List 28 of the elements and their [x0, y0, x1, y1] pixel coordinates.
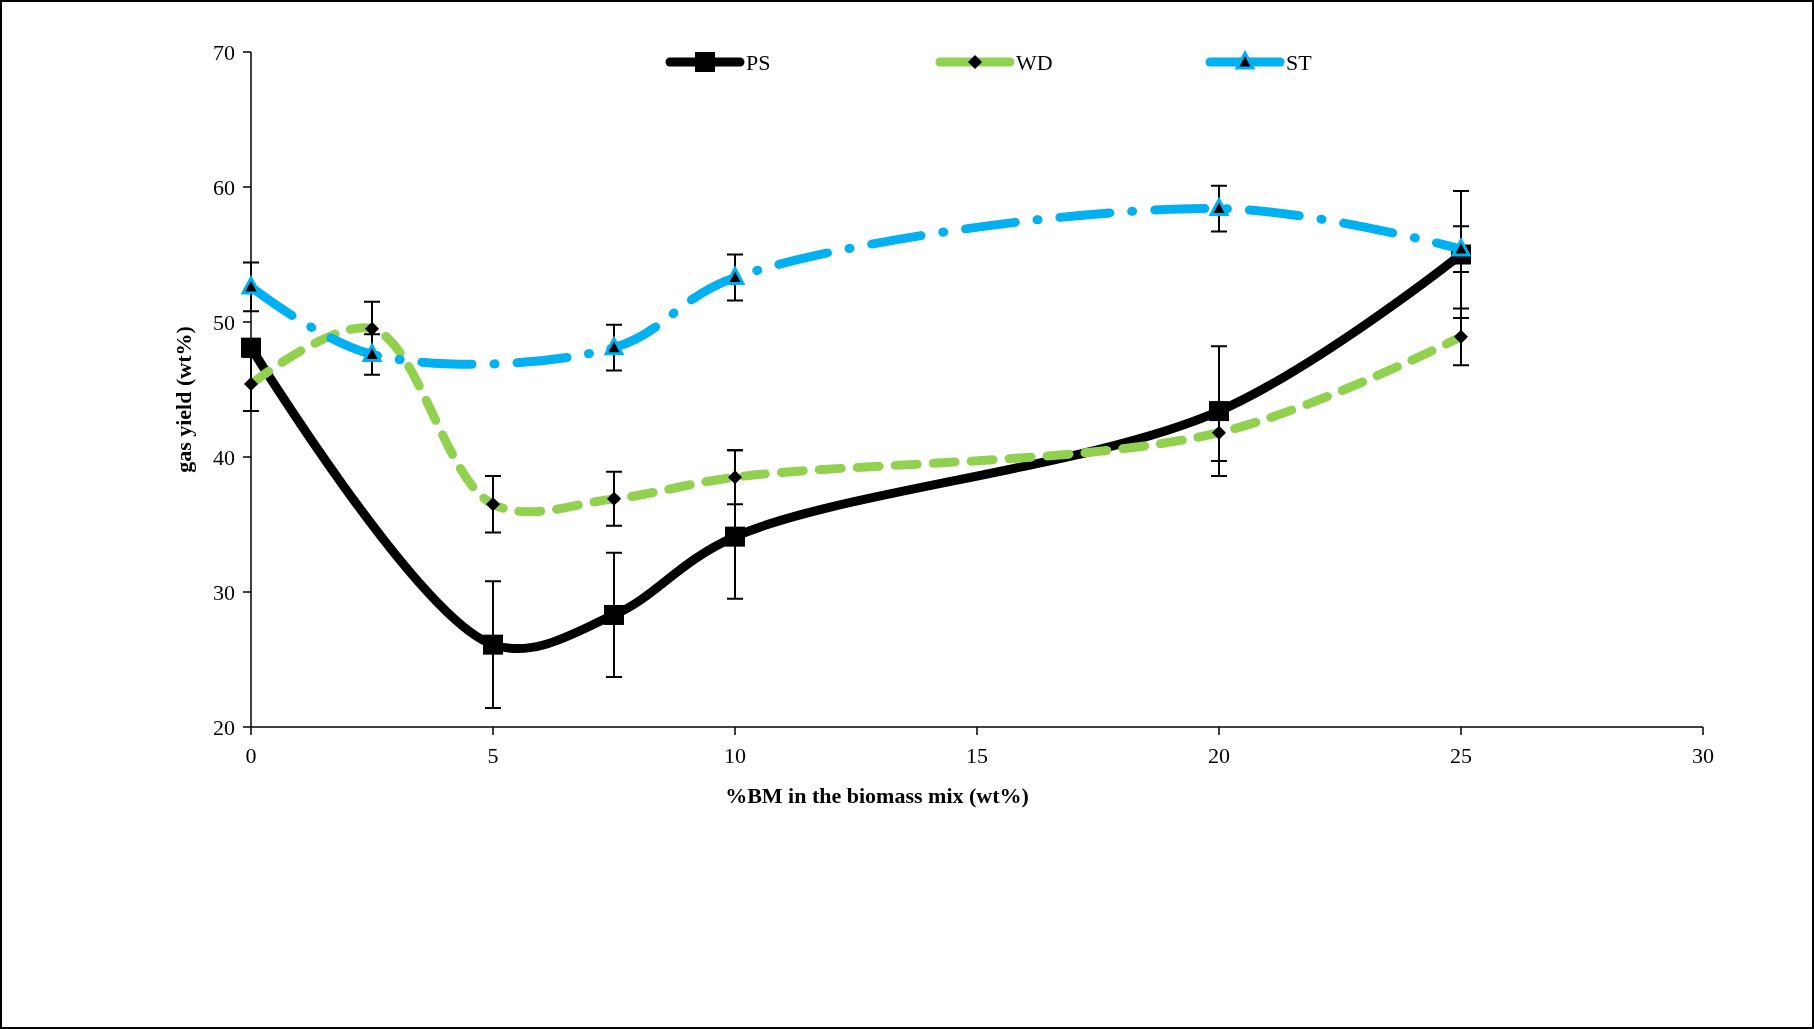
point [604, 337, 624, 356]
y-tick-label: 70 [213, 39, 235, 65]
x-axis-title: %BM in the biomass mix (wt%) [725, 783, 1029, 808]
point [241, 337, 261, 358]
y-tick-label: 40 [213, 444, 235, 470]
point [241, 276, 261, 295]
point [1451, 238, 1471, 257]
point [1209, 198, 1229, 217]
y-tick-label: 50 [213, 309, 235, 335]
x-tick-label: 25 [1450, 743, 1472, 768]
point [483, 634, 503, 655]
x-tick-label: 5 [487, 743, 499, 768]
point [362, 343, 382, 362]
x-tick-label: 30 [1692, 743, 1714, 768]
y-axis-title: gas yield (wt%) [171, 326, 196, 473]
y-tick-label: 60 [213, 174, 235, 200]
legend-label: ST [1286, 49, 1313, 75]
x-tick-label: 15 [966, 743, 988, 768]
legend-label: PS [746, 49, 771, 75]
x-tick-label: 20 [1208, 743, 1230, 768]
x-tick-label: 10 [724, 743, 746, 768]
point [725, 266, 745, 285]
legend-label: WD [1016, 49, 1053, 75]
point [725, 526, 745, 547]
y-tick-label: 30 [213, 579, 235, 605]
point [604, 604, 624, 625]
x-tick-label: 0 [245, 743, 257, 768]
y-tick-label: 20 [213, 714, 235, 740]
